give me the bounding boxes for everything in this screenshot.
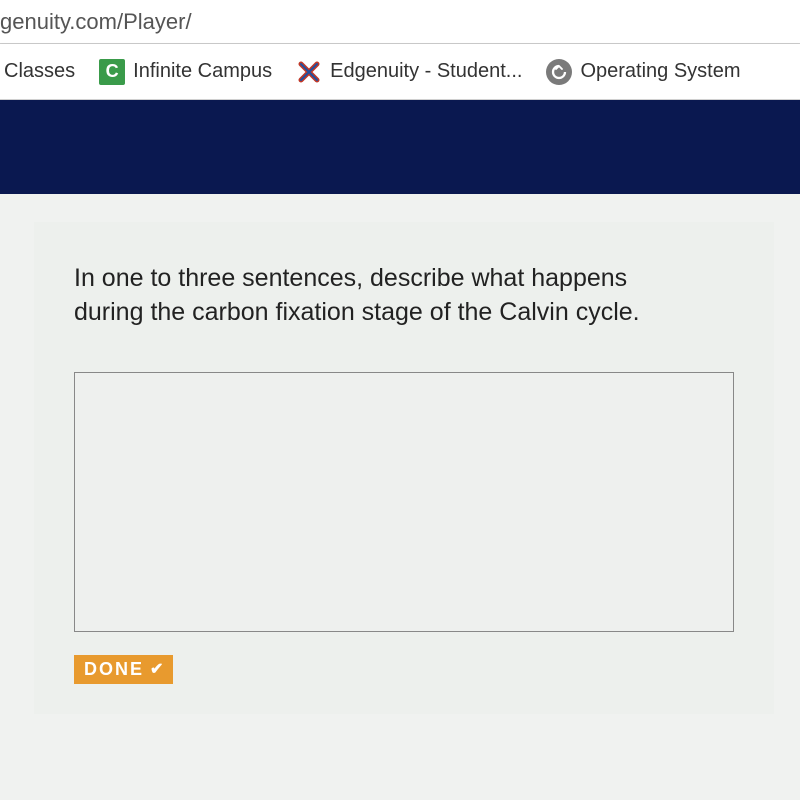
bookmark-label: Classes	[4, 60, 75, 83]
question-prompt: In one to three sentences, describe what…	[74, 262, 674, 330]
bookmarks-bar: Classes C Infinite Campus Edgenuity - St…	[0, 44, 800, 100]
url-text: genuity.com/Player/	[0, 9, 192, 35]
bookmark-label: Operating System	[580, 60, 740, 83]
bookmark-classes[interactable]: Classes	[4, 60, 75, 83]
bookmark-operating-system[interactable]: Operating System	[546, 59, 740, 85]
header-strip	[0, 100, 800, 194]
answer-input[interactable]	[74, 372, 734, 632]
check-icon: ✔	[150, 659, 165, 679]
infinite-campus-icon: C	[99, 59, 125, 85]
done-button[interactable]: DONE ✔	[74, 655, 173, 684]
bookmark-edgenuity[interactable]: Edgenuity - Student...	[296, 59, 522, 85]
question-panel: In one to three sentences, describe what…	[34, 222, 774, 714]
edgenuity-icon	[296, 59, 322, 85]
address-bar[interactable]: genuity.com/Player/	[0, 0, 800, 44]
done-label: DONE	[84, 659, 144, 680]
content-wrapper: In one to three sentences, describe what…	[0, 194, 800, 800]
operating-system-icon	[546, 59, 572, 85]
bookmark-label: Infinite Campus	[133, 60, 272, 83]
bookmark-label: Edgenuity - Student...	[330, 60, 522, 83]
bookmark-infinite-campus[interactable]: C Infinite Campus	[99, 59, 272, 85]
